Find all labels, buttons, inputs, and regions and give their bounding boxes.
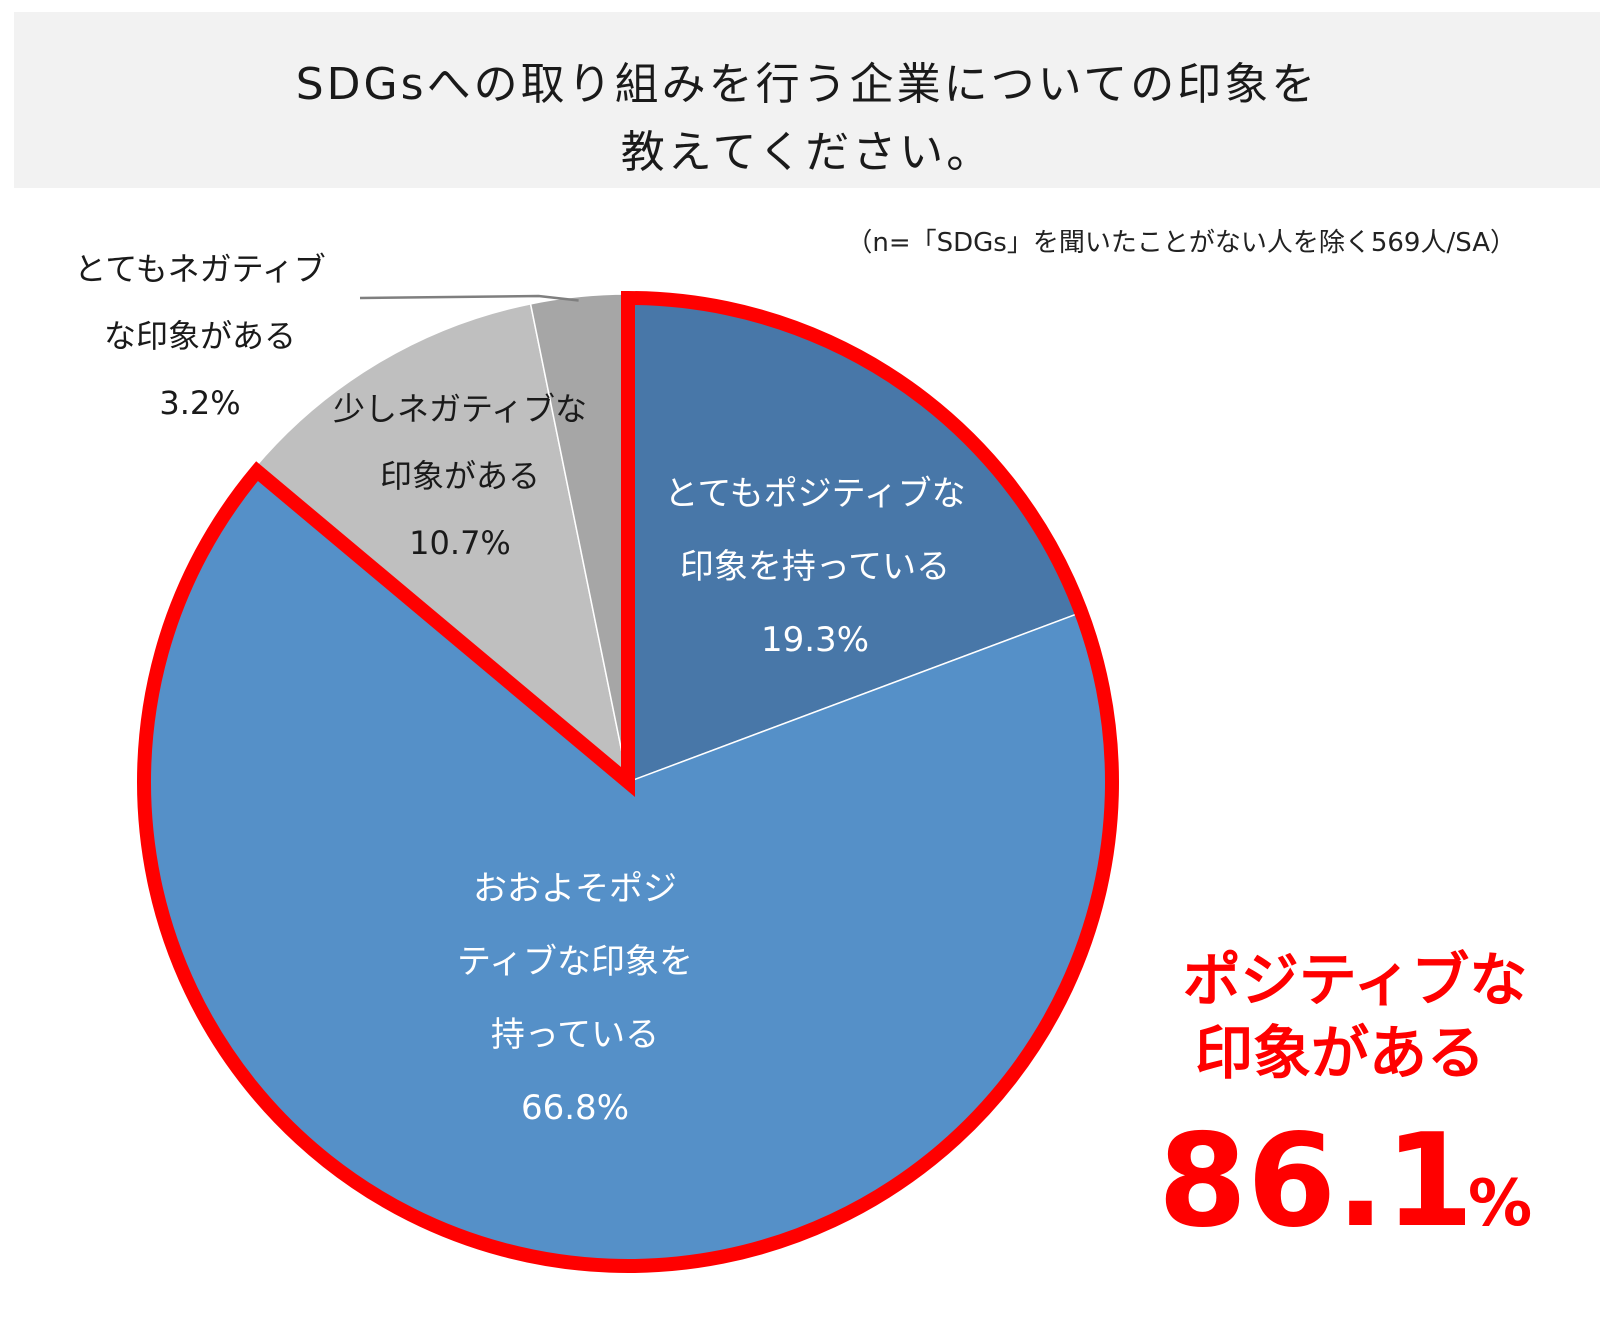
pie-slice-3 (252, 302, 630, 784)
slice-label-4-line-2: な印象がある (104, 317, 296, 355)
slice-label-2: おおよそポジティブな印象を持っている 66.8% (457, 869, 693, 1128)
slice-label-1: とてもポジティブな印象を持っている 19.3% (664, 474, 965, 660)
slice-label-3-line-2: 印象がある (380, 457, 540, 495)
slice-label-4-line-1: とてもネガティブ (74, 250, 326, 288)
positive-highlight-outline (137, 290, 1119, 1273)
slice-value-4: 3.2% (159, 384, 240, 422)
slice-label-4: とてもネガティブな印象がある 3.2% (74, 250, 326, 422)
sample-note: （n=「SDGs」を聞いたことがない人を除く569人/SA） (846, 228, 1516, 258)
slice-label-3-line-1: 少しネガティブな (333, 390, 587, 428)
title-box: SDGsへの取り組みを行う企業についての印象を 教えてください。 (14, 12, 1600, 188)
chart-title-line-1: SDGsへの取り組みを行う企業についての印象を (295, 59, 1319, 110)
leader-line (359, 294, 579, 302)
slice-value-1: 19.3% (761, 620, 869, 660)
slice-value-2: 66.8% (521, 1088, 629, 1128)
callout-line-2: 印象がある (1195, 1019, 1485, 1087)
callout-total-value: 86.1 (1158, 1107, 1474, 1256)
slice-label-3: 少しネガティブな印象がある 10.7% (333, 390, 587, 562)
slice-value-3: 10.7% (409, 524, 511, 562)
slice-label-1-line-1: とてもポジティブな (664, 474, 965, 514)
chart-title-line-2: 教えてください。 (620, 127, 994, 178)
callout-line-1: ポジティブな (1183, 946, 1528, 1014)
slice-label-1-line-2: 印象を持っている (680, 547, 950, 587)
slice-label-2-line-2: ティブな印象を (457, 942, 693, 982)
callout-total-unit: % (1468, 1167, 1532, 1241)
slice-label-2-line-3: 持っている (491, 1015, 659, 1055)
slice-label-2-line-1: おおよそポジ (473, 869, 677, 909)
